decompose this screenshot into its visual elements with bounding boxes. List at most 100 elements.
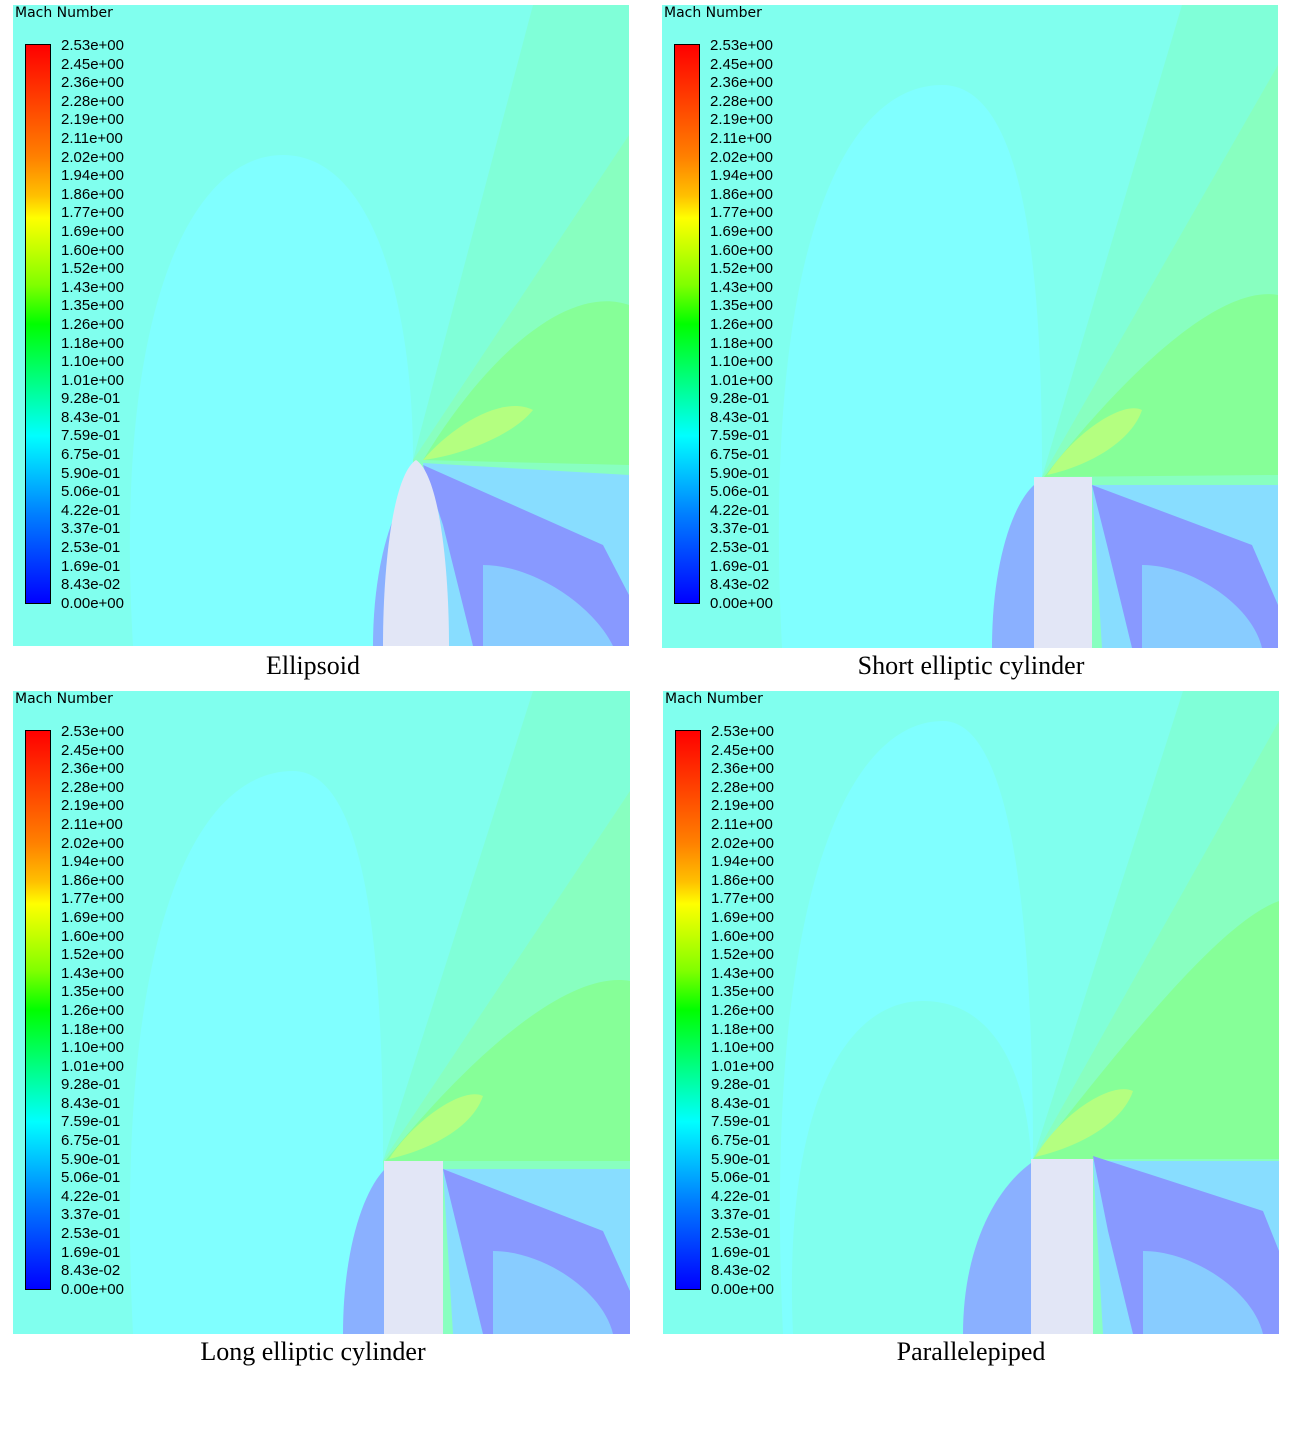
colorbar-tick-label: 5.06e-01	[711, 1169, 771, 1187]
colorbar-tick-label: 1.52e+00	[710, 260, 773, 278]
colorbar-tick-label: 2.53e-01	[710, 539, 770, 557]
colorbar-tick-label: 5.90e-01	[711, 1150, 771, 1168]
colorbar-tick-label: 1.69e+00	[710, 222, 773, 240]
colorbar-title: Mach Number	[664, 5, 762, 21]
colorbar-tick-label: 2.36e+00	[710, 74, 773, 92]
colorbar-tick-label: 1.10e+00	[710, 353, 773, 371]
colorbar-tick-label: 2.53e+00	[710, 37, 773, 54]
colorbar-tick-label: 1.18e+00	[61, 334, 124, 352]
panel-caption: Parallelepiped	[896, 1337, 1046, 1366]
parallelepiped-body	[1031, 1159, 1093, 1334]
colorbar-tick-labels: 2.53e+00 2.45e+00 2.36e+00 2.28e+00 2.19e+00…	[710, 37, 810, 613]
colorbar-tick-label: 1.60e+00	[61, 241, 124, 259]
panel-caption: Long elliptic cylinder	[200, 1337, 426, 1366]
colorbar-tick-label: 8.43e-02	[711, 1262, 771, 1280]
colorbar-tick-label: 2.19e+00	[61, 797, 124, 815]
colorbar-tick-label: 2.11e+00	[711, 815, 773, 833]
colorbar-tick-label: 6.75e-01	[710, 446, 770, 464]
colorbar-tick-label: 1.52e+00	[61, 946, 124, 964]
colorbar-tick-label: 1.18e+00	[711, 1020, 774, 1038]
colorbar-tick-label: 0.00e+00	[61, 1280, 124, 1298]
colorbar-tick-label: 1.35e+00	[61, 983, 124, 1001]
colorbar-tick-labels: 2.53e+00 2.45e+00 2.36e+00 2.28e+00 2.19e+00…	[61, 723, 161, 1299]
colorbar-tick-label: 1.69e+00	[61, 222, 124, 240]
mach-contour-field	[779, 691, 1279, 1334]
colorbar-tick-label: 1.86e+00	[61, 185, 124, 203]
colorbar-tick-label: 1.94e+00	[710, 167, 773, 185]
colorbar-title: Mach Number	[665, 691, 763, 707]
colorbar-tick-label: 7.59e-01	[61, 1113, 121, 1131]
contour-panel-parallelepiped: Mach Number 2.53e+00 2.45e+00 2.36e+00 2.28…	[663, 691, 1279, 1334]
colorbar-tick-label: 1.43e+00	[61, 964, 124, 982]
colorbar-tick-label: 5.90e-01	[61, 464, 121, 482]
colorbar-tick-label: 5.90e-01	[61, 1150, 121, 1168]
colorbar-tick-label: 1.43e+00	[711, 964, 774, 982]
colorbar-tick-label: 2.19e+00	[61, 111, 124, 129]
colorbar-tick-label: 2.36e+00	[61, 760, 124, 778]
colorbar-tick-label: 2.02e+00	[61, 834, 124, 852]
colorbar-tick-label: 2.11e+00	[61, 129, 123, 147]
colorbar-tick-label: 1.77e+00	[61, 204, 124, 222]
colorbar-tick-label: 2.45e+00	[711, 741, 774, 759]
colorbar-tick-label: 8.43e-01	[61, 1094, 121, 1112]
mach-contour-field	[129, 691, 630, 1334]
colorbar-tick-label: 1.26e+00	[710, 315, 773, 333]
colorbar-tick-label: 1.77e+00	[710, 204, 773, 222]
colorbar-tick-label: 1.60e+00	[710, 241, 773, 259]
colorbar-tick-label: 2.19e+00	[710, 111, 773, 129]
colorbar-tick-label: 4.22e-01	[711, 1187, 771, 1205]
colorbar-tick-label: 7.59e-01	[710, 427, 770, 445]
colorbar-tick-label: 1.10e+00	[61, 353, 124, 371]
colorbar-tick-label: 3.37e-01	[710, 520, 770, 538]
colorbar	[25, 44, 51, 604]
mach-contour-field	[129, 5, 629, 646]
colorbar-tick-label: 2.28e+00	[61, 92, 124, 110]
colorbar-tick-label: 5.06e-01	[710, 483, 770, 501]
contour-panel-long-elliptic-cylinder: Mach Number 2.53e+00 2.45e+00 2.36e+00 2.28…	[13, 691, 630, 1334]
colorbar-tick-label: 1.94e+00	[61, 167, 124, 185]
colorbar-tick-label: 4.22e-01	[61, 1187, 121, 1205]
colorbar-tick-label: 1.69e-01	[711, 1243, 771, 1261]
colorbar-tick-label: 1.69e-01	[61, 1243, 121, 1261]
colorbar-tick-label: 1.01e+00	[61, 1057, 124, 1075]
colorbar-tick-label: 9.28e-01	[61, 1076, 121, 1094]
colorbar-tick-label: 8.43e-01	[711, 1094, 771, 1112]
colorbar-tick-label: 0.00e+00	[711, 1280, 774, 1298]
colorbar-tick-label: 2.19e+00	[711, 797, 774, 815]
colorbar-tick-labels: 2.53e+00 2.45e+00 2.36e+00 2.28e+00 2.19e+00…	[711, 723, 811, 1299]
colorbar-tick-label: 3.37e-01	[61, 1206, 121, 1224]
colorbar-tick-label: 2.02e+00	[711, 834, 774, 852]
colorbar-tick-label: 1.01e+00	[711, 1057, 774, 1075]
colorbar-title: Mach Number	[15, 691, 113, 707]
colorbar	[674, 44, 700, 604]
panel-caption: Short elliptic cylinder	[857, 651, 1085, 680]
colorbar-tick-label: 2.36e+00	[61, 74, 124, 92]
colorbar-tick-label: 0.00e+00	[61, 594, 124, 612]
colorbar-tick-label: 1.26e+00	[61, 1001, 124, 1019]
colorbar-tick-label: 2.11e+00	[710, 129, 772, 147]
colorbar-tick-label: 1.18e+00	[61, 1020, 124, 1038]
contour-panel-short-elliptic-cylinder: Mach Number 2.53e+00 2.45e+00 2.36e+00 2.28…	[662, 5, 1278, 648]
colorbar-tick-label: 2.53e-01	[711, 1225, 771, 1243]
colorbar-tick-label: 8.43e-02	[61, 576, 121, 594]
colorbar-tick-label: 9.28e-01	[710, 390, 770, 408]
colorbar	[25, 730, 51, 1290]
colorbar-tick-label: 5.90e-01	[710, 464, 770, 482]
colorbar-tick-label: 2.53e+00	[711, 723, 774, 740]
mach-contour-field	[778, 5, 1278, 648]
colorbar-tick-label: 2.02e+00	[61, 148, 124, 166]
colorbar-tick-label: 5.06e-01	[61, 483, 121, 501]
colorbar-tick-label: 2.45e+00	[710, 55, 773, 73]
colorbar-tick-label: 7.59e-01	[61, 427, 121, 445]
colorbar-tick-label: 1.86e+00	[61, 871, 124, 889]
colorbar-tick-label: 6.75e-01	[61, 446, 121, 464]
panel-caption: Ellipsoid	[266, 651, 360, 680]
colorbar-tick-label: 4.22e-01	[710, 501, 770, 519]
colorbar-tick-label: 1.26e+00	[711, 1001, 774, 1019]
colorbar-tick-label: 2.45e+00	[61, 55, 124, 73]
colorbar-tick-label: 3.37e-01	[711, 1206, 771, 1224]
colorbar-tick-label: 1.77e+00	[61, 890, 124, 908]
colorbar-tick-label: 1.18e+00	[710, 334, 773, 352]
colorbar-tick-label: 2.36e+00	[711, 760, 774, 778]
colorbar-tick-label: 1.60e+00	[711, 927, 774, 945]
